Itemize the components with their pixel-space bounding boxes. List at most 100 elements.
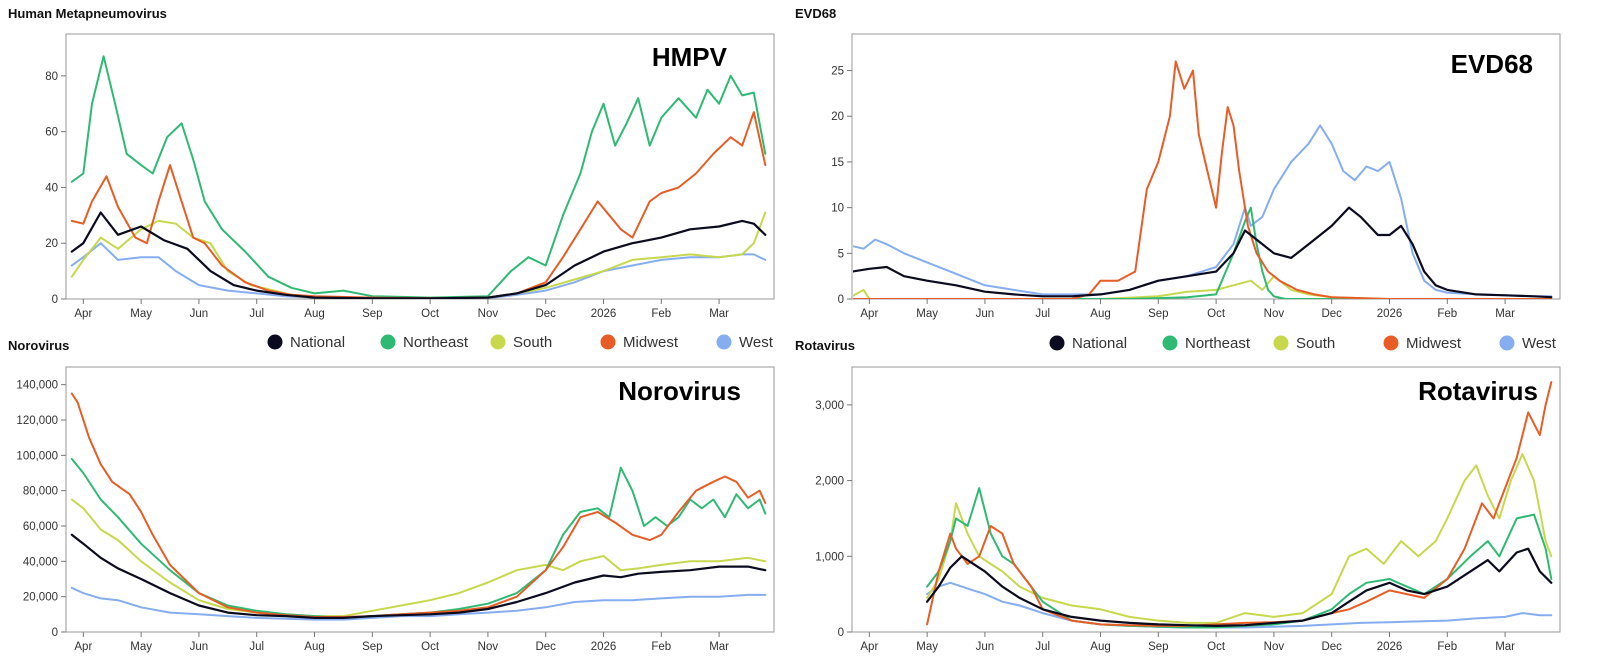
x-tick-label: Nov	[478, 641, 499, 653]
chart-watermark: EVD68	[1451, 49, 1533, 79]
x-tick-label: Aug	[1090, 308, 1110, 320]
y-tick-label: 0	[52, 294, 58, 306]
y-tick-label: 10	[831, 203, 844, 215]
x-tick-label: Jul	[249, 308, 264, 320]
y-tick-label: 20,000	[23, 592, 58, 604]
legend-item-west[interactable]: West	[1499, 335, 1557, 352]
x-tick-label: Mar	[1495, 308, 1515, 320]
x-tick-label: Aug	[304, 641, 324, 653]
x-tick-label: Sep	[362, 308, 382, 320]
plot-frame	[851, 366, 1561, 633]
legend-label: Midwest	[623, 334, 679, 351]
series-line-south	[926, 453, 1553, 624]
legend-item-national[interactable]: National	[1049, 335, 1128, 352]
y-tick-label: 80	[45, 71, 58, 83]
legend-item-midwest[interactable]: Midwest	[1383, 335, 1462, 352]
series-line-northeast	[853, 206, 1553, 299]
chart-evd68: EVD68 0 5 10 15 20 25 Apr May Jun Jul Aug Sep Oct Nov D…	[795, 6, 1561, 320]
y-tick-label: 100,000	[16, 450, 58, 462]
series-line-national	[853, 206, 1553, 299]
chart-watermark: Rotavirus	[1418, 376, 1538, 406]
legend: National Northeast South Midwest West	[267, 334, 774, 351]
legend-item-south[interactable]: South	[1273, 335, 1336, 352]
legend-swatch	[490, 334, 506, 350]
legend-label: Northeast	[1185, 335, 1251, 352]
x-tick-label: Sep	[1148, 308, 1168, 320]
x-tick-label: Jul	[1035, 308, 1050, 320]
chart-watermark: Norovirus	[618, 376, 741, 406]
x-tick-label: Oct	[1207, 308, 1226, 320]
legend-label: Midwest	[1406, 335, 1462, 352]
chart-title: Rotavirus	[795, 338, 855, 353]
x-tick-label: 2026	[1377, 641, 1403, 653]
x-tick-label: Aug	[1090, 641, 1110, 653]
legend-item-northeast[interactable]: Northeast	[1162, 335, 1251, 352]
x-tick-label: Mar	[709, 308, 729, 320]
legend-label: South	[513, 334, 552, 351]
y-tick-label: 15	[831, 157, 844, 169]
legend-swatch	[1162, 335, 1178, 351]
x-tick-label: Jul	[1035, 641, 1050, 653]
legend-swatch	[380, 334, 396, 350]
legend-label: West	[1522, 335, 1557, 352]
y-tick-label: 25	[831, 66, 844, 78]
y-tick-label: 80,000	[23, 486, 58, 498]
series-line-national	[70, 211, 767, 299]
series-line-national	[926, 547, 1553, 627]
legend-swatch	[600, 334, 616, 350]
chart-norovirus: Norovirus 0 20,000 40,000 60,000 80,000 100,00…	[8, 334, 775, 653]
legend-item-west[interactable]: West	[716, 334, 774, 351]
y-tick-label: 20	[45, 238, 58, 250]
legend-item-midwest[interactable]: Midwest	[600, 334, 679, 351]
series-line-northeast	[70, 55, 767, 299]
x-tick-label: May	[130, 641, 152, 653]
y-tick-label: 3,000	[815, 400, 844, 412]
x-tick-label: Mar	[709, 641, 729, 653]
x-tick-label: Oct	[421, 308, 440, 320]
legend-item-northeast[interactable]: Northeast	[380, 334, 469, 351]
y-tick-label: 60	[45, 127, 58, 139]
legend-label: Northeast	[403, 334, 469, 351]
chart-watermark: HMPV	[652, 42, 728, 72]
x-tick-label: May	[130, 308, 152, 320]
x-tick-label: Dec	[535, 641, 556, 653]
x-tick-label: 2026	[591, 308, 617, 320]
x-tick-label: May	[916, 641, 938, 653]
x-tick-label: Mar	[1495, 641, 1515, 653]
x-tick-label: Jun	[190, 641, 209, 653]
x-tick-label: Dec	[1321, 641, 1342, 653]
x-tick-label: Dec	[1321, 308, 1342, 320]
series-line-midwest	[70, 392, 767, 618]
series-line-midwest	[926, 381, 1553, 627]
x-tick-label: Feb	[1437, 641, 1457, 653]
plot-frame	[65, 366, 775, 633]
y-tick-label: 40	[45, 182, 58, 194]
y-tick-label: 5	[838, 248, 844, 260]
series-line-national	[70, 533, 767, 619]
legend-item-national[interactable]: National	[267, 334, 346, 351]
x-tick-label: Sep	[362, 641, 382, 653]
x-tick-label: Jun	[976, 641, 995, 653]
plot-frame	[65, 33, 775, 300]
chart-human-metapneumovirus: Human Metapneumovirus 0 20 40 60 80 Apr May Jun J…	[8, 6, 775, 320]
x-tick-label: Dec	[535, 308, 556, 320]
legend-swatch	[1273, 335, 1289, 351]
x-tick-label: Oct	[1207, 641, 1226, 653]
y-tick-label: 1,000	[815, 551, 844, 563]
x-tick-label: 2026	[591, 641, 617, 653]
legend-swatch	[716, 334, 732, 350]
x-tick-label: Apr	[74, 308, 92, 320]
series-line-midwest	[853, 60, 1553, 299]
x-tick-label: May	[916, 308, 938, 320]
series-line-south	[70, 498, 767, 618]
x-tick-label: Nov	[1264, 641, 1285, 653]
legend-label: South	[1296, 335, 1335, 352]
legend-item-south[interactable]: South	[490, 334, 553, 351]
y-tick-label: 120,000	[16, 415, 58, 427]
x-tick-label: Jun	[976, 308, 995, 320]
x-tick-label: Nov	[1264, 308, 1285, 320]
legend-label: National	[1072, 335, 1127, 352]
x-tick-label: Apr	[860, 641, 878, 653]
legend-swatch	[1383, 335, 1399, 351]
